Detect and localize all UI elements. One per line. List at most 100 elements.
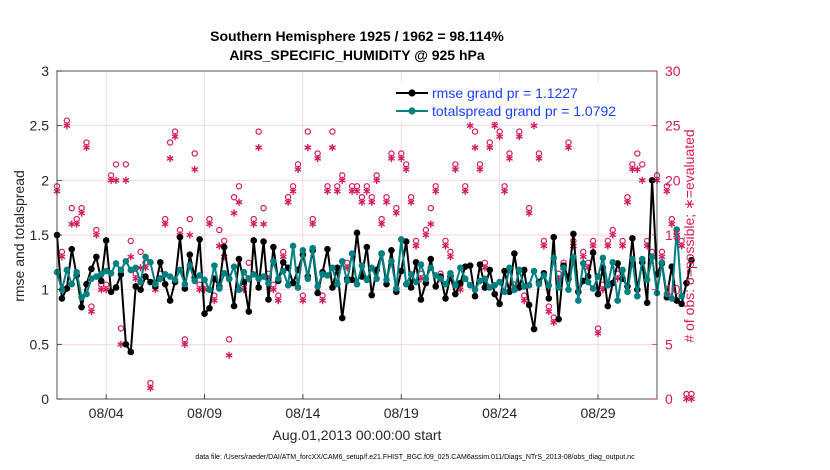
totalspread-point <box>506 264 513 272</box>
obs-possible-marker <box>639 161 646 168</box>
totalspread-point <box>201 276 208 284</box>
totalspread-point <box>638 255 646 263</box>
asterisk-stroke <box>92 232 100 238</box>
rmse-point <box>417 296 425 303</box>
rmse-point <box>555 315 562 323</box>
asterisk-stroke <box>299 298 307 304</box>
totalspread-point <box>393 285 400 292</box>
totalspread-point <box>614 297 621 304</box>
obs-evaluated-marker <box>63 122 71 130</box>
asterisk-stroke <box>210 298 218 304</box>
totalspread-point <box>447 269 454 277</box>
obs-evaluated-marker <box>466 122 474 130</box>
asterisk-stroke <box>250 221 258 227</box>
totalspread-point <box>397 236 405 243</box>
obs-evaluated-marker <box>260 220 268 228</box>
asterisk-stroke <box>594 330 602 336</box>
obs-evaluated-marker <box>83 143 90 152</box>
asterisk-stroke <box>397 156 405 161</box>
asterisk-stroke <box>309 221 317 227</box>
totalspread-point <box>511 286 518 293</box>
obs-evaluated-marker <box>392 209 400 217</box>
totalspread-point <box>594 273 602 280</box>
rmse-point <box>688 256 695 264</box>
totalspread-point <box>275 275 282 283</box>
totalspread-point <box>643 276 651 284</box>
asterisk-stroke <box>668 221 676 227</box>
totalspread-point <box>466 281 474 289</box>
obs-possible-marker <box>137 248 144 256</box>
asterisk-stroke <box>373 177 381 183</box>
asterisk-stroke <box>530 123 538 129</box>
rmse-point <box>329 284 336 291</box>
totalspread-point <box>422 275 430 283</box>
obs-possible-marker <box>216 226 223 234</box>
rmse-point <box>334 264 341 272</box>
totalspread-point <box>329 264 336 272</box>
asterisk-stroke <box>186 232 194 238</box>
rmse-point <box>250 237 258 244</box>
rmse-point <box>614 260 621 267</box>
rmse-point <box>78 303 85 311</box>
rmse-point <box>206 304 213 312</box>
totalspread-point <box>540 272 548 279</box>
asterisk-stroke <box>289 188 297 194</box>
rmse-point <box>520 266 528 274</box>
asterisk-stroke <box>619 243 627 249</box>
asterisk-stroke <box>476 166 484 172</box>
asterisk-stroke <box>378 221 386 227</box>
asterisk-stroke <box>205 221 213 227</box>
obs-evaluated-marker <box>112 176 120 184</box>
obs-evaluated-marker <box>446 253 454 261</box>
asterisk-stroke <box>338 177 346 183</box>
obs-evaluated-marker <box>442 242 450 250</box>
asterisk-stroke <box>191 166 199 172</box>
totalspread-point <box>402 280 410 288</box>
obs-evaluated-marker <box>422 231 430 239</box>
rmse-point <box>166 297 174 304</box>
totalspread-point <box>456 264 464 272</box>
rmse-point <box>683 279 690 287</box>
totalspread-point <box>407 271 415 278</box>
totalspread-point <box>299 247 307 254</box>
asterisk-stroke <box>520 298 528 304</box>
rmse-point <box>68 245 76 253</box>
asterisk-stroke <box>451 166 459 172</box>
totalspread-point <box>535 280 543 288</box>
totalspread-point <box>589 285 597 292</box>
obs-evaluated-marker <box>432 187 440 195</box>
legend-rmse-label: rmse grand pr = 1.1227 <box>432 85 578 101</box>
asterisk-stroke <box>638 177 646 183</box>
asterisk-stroke <box>269 287 277 293</box>
totalspread-point <box>570 253 577 261</box>
rmse-point <box>156 259 164 266</box>
legend-box <box>392 82 654 122</box>
totalspread-point <box>171 276 179 284</box>
asterisk-stroke <box>304 145 312 150</box>
rmse-point <box>142 273 149 280</box>
asterisk-stroke <box>132 276 140 282</box>
chart-title-line2: AIRS_SPECIFIC_HUMIDITY @ 925 hPa <box>229 47 485 63</box>
totalspread-point <box>678 292 685 300</box>
obs-possible-marker <box>68 204 75 212</box>
obs-evaluated-marker <box>476 165 484 173</box>
totalspread-point <box>634 292 641 300</box>
asterisk-stroke <box>181 341 189 347</box>
asterisk-stroke <box>274 298 282 304</box>
totalspread-point <box>358 262 366 269</box>
obs-evaluated-marker <box>132 275 140 283</box>
y-axis-right-label: # of obs: o=possible; ∗=evaluated <box>681 129 697 342</box>
totalspread-point <box>161 271 169 278</box>
y-right-tick-label: 20 <box>665 172 681 188</box>
totalspread-point <box>501 288 508 296</box>
totalspread-point <box>363 276 371 284</box>
obs-evaluated-marker <box>461 187 469 195</box>
obs-evaluated-marker <box>324 187 331 195</box>
totalspread-point <box>191 277 199 285</box>
totalspread-point <box>181 280 189 288</box>
rmse-point <box>88 265 95 273</box>
rmse-point <box>466 262 474 269</box>
asterisk-stroke <box>73 221 81 227</box>
y-left-tick-label: 3 <box>41 63 49 79</box>
asterisk-stroke <box>122 177 130 183</box>
